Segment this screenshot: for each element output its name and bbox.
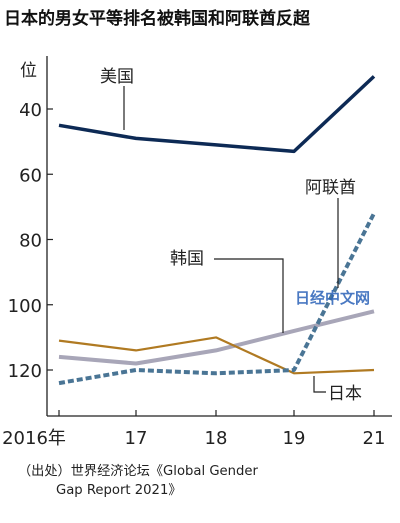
y-tick-label: 40 [19,100,42,121]
y-tick-label: 80 [19,231,42,252]
x-tick-label: 21 [363,428,386,449]
series-label-4: 日本 [328,384,362,404]
series-line-1 [58,75,376,154]
chart-title: 日本的男女平等排名被韩国和阿联酋反超 [4,9,310,29]
series-label-2: 阿联酋 [305,178,356,198]
x-tick-label: 2016年 [2,428,66,449]
x-tick-label: 18 [205,428,228,449]
source-note: （出处）世界经济论坛《Global Gender Gap Report 2021… [18,462,378,500]
series-line-2 [58,212,376,386]
watermark: 日经中文网 [295,289,370,307]
y-axis-label: 位 [20,61,37,81]
x-tick-label: 19 [283,428,306,449]
source-line-1: （出处）世界经济论坛《Global Gender [18,464,258,479]
y-tick-label: 120 [8,361,42,382]
series-label-1: 美国 [100,67,134,87]
y-tick-label: 60 [19,165,42,186]
series-line-4 [58,336,375,375]
source-line-2: Gap Report 2021》 [56,483,182,498]
leader-line-3 [214,258,284,333]
series-line-3 [58,309,375,366]
x-tick-label: 17 [125,428,148,449]
leader-line-4 [313,376,326,393]
series-label-3: 韩国 [170,249,204,269]
y-tick-label: 100 [8,296,42,317]
